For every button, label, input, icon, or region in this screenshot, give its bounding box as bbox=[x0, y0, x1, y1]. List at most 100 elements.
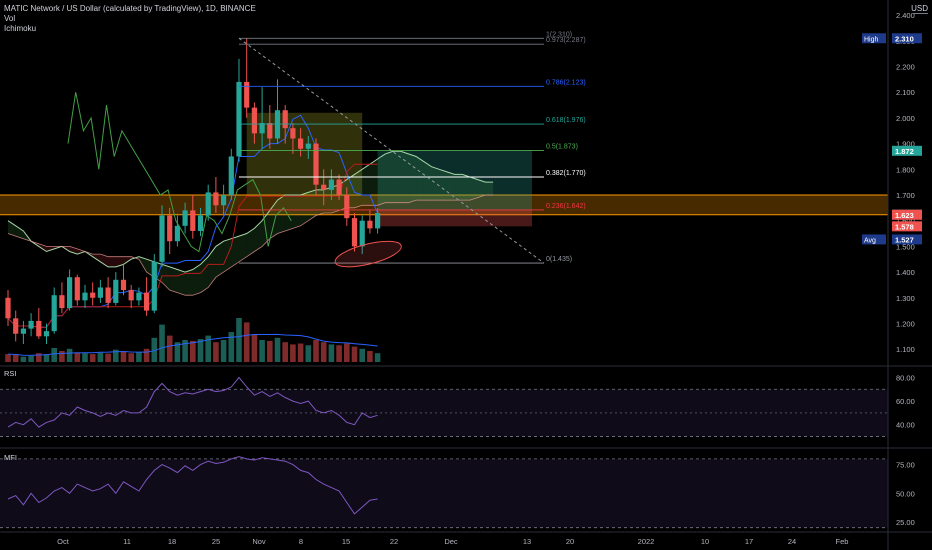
mfi-tick-label: 75.00 bbox=[896, 461, 915, 470]
volume-bar bbox=[113, 349, 119, 362]
candle-body bbox=[159, 215, 165, 262]
ichimoku-cloud-segment bbox=[215, 241, 224, 278]
volume-bar bbox=[12, 354, 19, 362]
candle-body bbox=[51, 295, 57, 332]
ichimoku-cloud-segment bbox=[239, 233, 247, 262]
volume-bar bbox=[344, 343, 350, 362]
fib-level-label: 0(1.435) bbox=[546, 256, 572, 263]
candle-body bbox=[321, 184, 327, 190]
candle-body bbox=[28, 320, 34, 329]
ichimoku-cloud-segment bbox=[462, 174, 470, 201]
price-tag-bg bbox=[892, 33, 922, 44]
volume-bar bbox=[236, 318, 242, 362]
volume-bar bbox=[97, 352, 104, 362]
candle-body bbox=[259, 123, 265, 134]
volume-bar bbox=[66, 348, 73, 362]
candle-body bbox=[344, 194, 350, 219]
price-tag-value: 1.527 bbox=[895, 235, 914, 244]
candle-body bbox=[336, 179, 342, 195]
price-tick-label: 1.300 bbox=[896, 294, 915, 303]
candle-body bbox=[313, 143, 319, 185]
price-tag-name-bg bbox=[862, 234, 886, 245]
candle-body bbox=[128, 290, 134, 301]
ichimoku-cloud-segment bbox=[292, 194, 301, 229]
ichimoku-cloud-segment bbox=[300, 192, 309, 226]
price-tick-label: 2.200 bbox=[896, 63, 915, 72]
price-tag-bg bbox=[892, 209, 922, 220]
chart-zones bbox=[0, 112, 888, 227]
ichimoku-cloud-segment bbox=[46, 246, 55, 252]
ichimoku-indicator-label-text[interactable]: Ichimoku bbox=[4, 24, 37, 33]
price-tag-name: Avg bbox=[864, 237, 876, 244]
currency-label: USD bbox=[911, 4, 928, 13]
volume-bar bbox=[297, 343, 304, 362]
candle-body bbox=[228, 156, 234, 195]
volume-bar bbox=[320, 342, 327, 362]
volume-bar bbox=[205, 335, 211, 362]
ichimoku-cloud-segment bbox=[354, 169, 363, 208]
volume-bar bbox=[5, 354, 11, 362]
price-tick-label: 1.100 bbox=[896, 345, 915, 354]
candle-body bbox=[328, 179, 334, 190]
x-tick-label: 20 bbox=[566, 537, 574, 546]
fib-layer: 1(2.310)0.973(2.287) 0.786(2.123) 0.618(1.… bbox=[238, 31, 586, 268]
currency-underline bbox=[914, 13, 928, 14]
volume-bar bbox=[243, 322, 250, 362]
price-tick-label: 1.200 bbox=[896, 319, 915, 328]
fib-level-label: 1(2.310) bbox=[546, 31, 572, 38]
price-tick-label: 2.400 bbox=[896, 11, 915, 20]
x-tick-label: 11 bbox=[123, 537, 131, 546]
price-tick-label: 1.600 bbox=[896, 217, 915, 226]
ichimoku-cloud-segment bbox=[38, 243, 47, 252]
price-tag-value: 2.310 bbox=[895, 34, 914, 43]
rsi-title: RSI bbox=[4, 369, 17, 378]
candle-body bbox=[74, 277, 80, 301]
volume-bar bbox=[267, 340, 273, 362]
x-tick-label: Nov bbox=[252, 537, 266, 546]
ichimoku-cloud-segment bbox=[115, 256, 124, 267]
ichimoku-cloud-segment bbox=[246, 228, 255, 257]
candle-body bbox=[298, 138, 304, 149]
x-tick-label: 17 bbox=[745, 537, 753, 546]
candle-body bbox=[5, 297, 11, 319]
highlight-ellipse bbox=[334, 240, 402, 268]
mfi-tick-label: 25.00 bbox=[896, 518, 915, 527]
candle-body bbox=[90, 292, 96, 298]
ichimoku-cloud-segment bbox=[285, 194, 293, 231]
volume-bar bbox=[159, 324, 165, 362]
ichimoku-cloud-segment bbox=[177, 269, 186, 296]
subpanel-layer: 80.00 60.00 40.00 RSI 75.00 50.00 25.00 MFI bbox=[0, 369, 915, 529]
mfi-title: MFI bbox=[4, 453, 17, 462]
volume-indicator-label[interactable]: Vol bbox=[4, 14, 16, 23]
volume-bar bbox=[174, 342, 181, 362]
x-tick-label: 22 bbox=[390, 537, 398, 546]
x-tick-label: 8 bbox=[299, 537, 303, 546]
price-tick-label: 1.400 bbox=[896, 268, 915, 277]
ichimoku-cloud-segment bbox=[185, 269, 193, 296]
candle-body bbox=[182, 210, 188, 226]
ichimoku-cloud-segment bbox=[169, 266, 178, 293]
price-tag-value: 1.872 bbox=[895, 147, 914, 156]
candle-body bbox=[43, 331, 50, 337]
price-tag-bg bbox=[892, 234, 922, 245]
price-tag-bg bbox=[892, 221, 922, 232]
volume-bar bbox=[313, 340, 319, 362]
ichimoku-cloud-segment bbox=[439, 169, 447, 201]
ichimoku-cloud-segment bbox=[485, 182, 494, 195]
candle-body bbox=[197, 215, 204, 231]
volume-bar bbox=[190, 340, 196, 362]
price-tag-name-bg bbox=[862, 33, 886, 44]
volume-bar bbox=[351, 346, 358, 362]
fib-level-label: 0.618(1.976) bbox=[546, 117, 586, 124]
volume-bar bbox=[74, 352, 81, 362]
price-tick-label: 2.000 bbox=[896, 114, 915, 123]
price-tick-label: 1.800 bbox=[896, 165, 915, 174]
price-tick-label: 1.900 bbox=[896, 140, 915, 149]
long-stop-zone bbox=[377, 209, 532, 227]
ichimoku-cloud-segment bbox=[423, 161, 432, 201]
volume-bar bbox=[367, 351, 373, 362]
candle-body bbox=[282, 110, 288, 129]
ichimoku-cloud-segment bbox=[431, 166, 440, 201]
